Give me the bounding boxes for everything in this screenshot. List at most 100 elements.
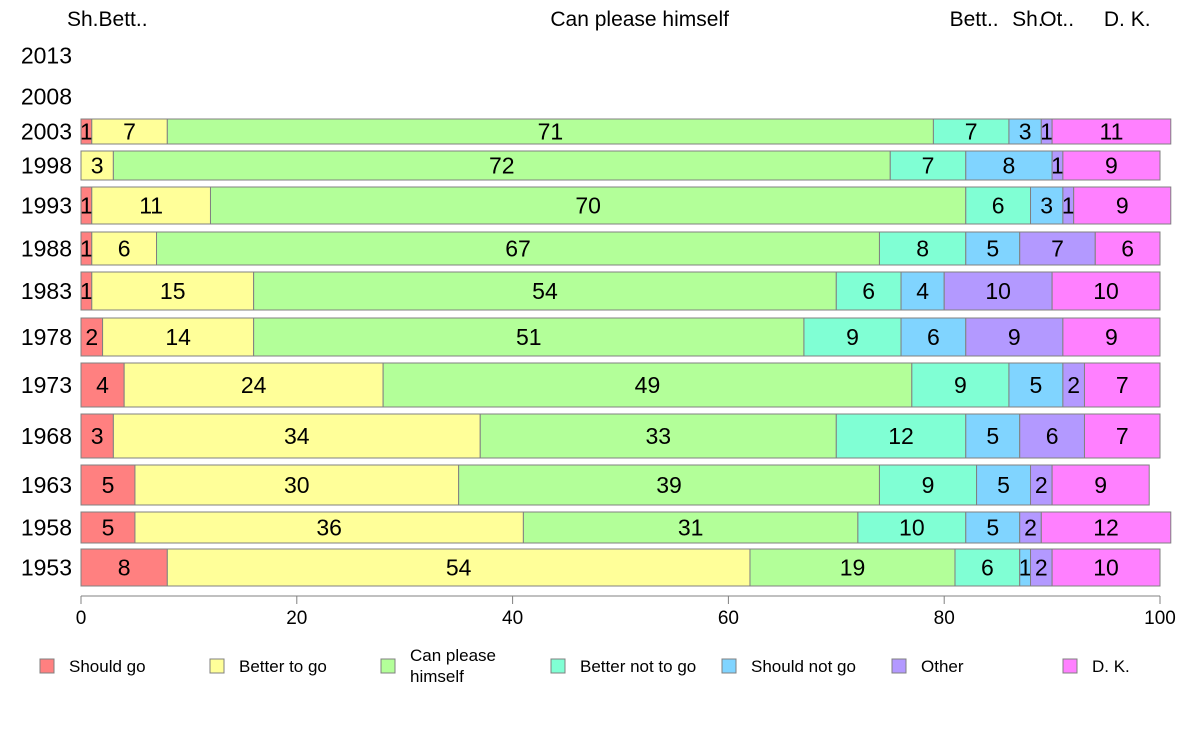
- data-label-1983-should-not-go: 4: [916, 278, 929, 304]
- data-label-1968-better-not-to-go: 12: [888, 423, 914, 449]
- year-label-2008: 2008: [21, 84, 72, 110]
- x-tick-label-20: 20: [286, 608, 307, 629]
- bar-segment-2003-d-k: [1051, 118, 1172, 145]
- year-label-2003: 2003: [21, 119, 72, 145]
- data-label-1998-better-to-go: 3: [91, 153, 104, 179]
- data-label-2003-other: 1: [1040, 119, 1053, 145]
- data-label-1998-d-k: 9: [1105, 153, 1118, 179]
- data-label-1968-d-k: 7: [1116, 423, 1129, 449]
- legend-label-better-not-to-go: Better not to go: [580, 657, 696, 676]
- bar-segment-1958-better-not-to-go: [857, 511, 967, 544]
- data-label-1998-can-please-himself: 72: [489, 153, 515, 179]
- data-label-1988-should-go: 1: [80, 236, 93, 262]
- top-label-d-k: D. K.: [1104, 8, 1151, 31]
- data-label-1988-other: 7: [1051, 236, 1064, 262]
- bar-segment-1978-better-not-to-go: [803, 317, 902, 357]
- x-tick-label-60: 60: [718, 608, 739, 629]
- bar-segment-1973-d-k: [1083, 362, 1161, 408]
- top-label-ot: Ot..: [1040, 8, 1074, 31]
- data-label-1973-d-k: 7: [1116, 372, 1129, 398]
- data-label-1993-should-go: 1: [80, 193, 93, 219]
- x-tick-label-80: 80: [934, 608, 955, 629]
- legend-label-should-go: Should go: [69, 657, 146, 676]
- year-label-1983: 1983: [21, 278, 72, 304]
- legend-swatch-better-not-to-go: [550, 658, 566, 674]
- data-label-1953-can-please-himself: 19: [840, 555, 866, 581]
- data-label-1983-better-to-go: 15: [160, 278, 186, 304]
- bar-segment-1998-can-please-himself: [112, 150, 891, 181]
- top-category-labels: Sh.Bett.. Can please himself Bett.. Sh.Ot..…: [67, 8, 1151, 31]
- bar-segment-1988-better-not-to-go: [878, 231, 967, 266]
- bar-segment-1973-better-to-go: [123, 362, 384, 408]
- data-label-2003-better-to-go: 7: [123, 119, 136, 145]
- bar-segment-1978-should-not-go: [900, 317, 967, 357]
- data-label-1973-other: 2: [1067, 372, 1080, 398]
- bar-segment-1998-d-k: [1062, 150, 1161, 181]
- data-label-1958-better-to-go: 36: [316, 515, 342, 541]
- year-axis-labels: 2013 2008 2003 1998 1993 1988 1983 1978 1973 1968…: [21, 43, 72, 581]
- bar-segment-1958-should-go: [80, 511, 136, 544]
- top-label-can-please-himself: Can please himself: [550, 8, 729, 31]
- legend-swatch-should-go: [39, 658, 55, 674]
- bar-segment-1958-should-not-go: [965, 511, 1021, 544]
- legend-label-better-to-go: Better to go: [239, 657, 327, 676]
- bar-segment-1963-better-not-to-go: [878, 464, 978, 506]
- data-label-1958-d-k: 12: [1093, 515, 1119, 541]
- data-label-1993-d-k: 9: [1116, 193, 1129, 219]
- bar-segment-1993-d-k: [1073, 186, 1172, 225]
- data-label-1953-should-go: 8: [118, 555, 131, 581]
- bar-segment-1958-can-please-himself: [522, 511, 859, 544]
- data-label-1953-better-not-to-go: 6: [981, 555, 994, 581]
- data-label-1968-better-to-go: 34: [284, 423, 310, 449]
- data-label-1993-other: 1: [1062, 193, 1075, 219]
- legend-label-should-not-go: Should not go: [751, 657, 856, 676]
- bar-segment-1968-better-to-go: [112, 413, 481, 459]
- data-label-1963-should-go: 5: [102, 472, 115, 498]
- data-label-1968-other: 6: [1046, 423, 1059, 449]
- year-label-1953: 1953: [21, 555, 72, 581]
- bar-segment-1963-should-not-go: [976, 464, 1032, 506]
- data-label-1983-d-k: 10: [1093, 278, 1119, 304]
- data-label-1958-better-not-to-go: 10: [899, 515, 925, 541]
- data-label-1978-should-go: 2: [85, 324, 98, 350]
- bar-segment-1983-better-not-to-go: [835, 271, 902, 311]
- data-label-1958-can-please-himself: 31: [678, 515, 704, 541]
- bar-segment-1988-should-not-go: [965, 231, 1021, 266]
- x-tick-label-100: 100: [1144, 608, 1176, 629]
- year-label-1998: 1998: [21, 153, 72, 179]
- data-label-2003-should-not-go: 3: [1019, 119, 1032, 145]
- data-label-1968-can-please-himself: 33: [645, 423, 671, 449]
- bar-segment-1988-better-to-go: [91, 231, 158, 266]
- bar-segment-1978-better-to-go: [102, 317, 255, 357]
- data-label-1978-can-please-himself: 51: [516, 324, 542, 350]
- year-label-1973: 1973: [21, 372, 72, 398]
- data-label-1953-other: 2: [1035, 555, 1048, 581]
- data-label-1973-can-please-himself: 49: [635, 372, 661, 398]
- bar-segment-1993-should-not-go: [1030, 186, 1064, 225]
- bar-segment-1963-d-k: [1051, 464, 1150, 506]
- bar-segment-1973-should-go: [80, 362, 125, 408]
- data-label-1953-should-not-go: 1: [1019, 555, 1032, 581]
- data-label-1978-other: 9: [1008, 324, 1021, 350]
- bar-segment-1953-can-please-himself: [749, 548, 956, 587]
- data-label-1988-can-please-himself: 67: [505, 236, 531, 262]
- bar-segment-2003-can-please-himself: [166, 118, 934, 145]
- bar-segment-1963-better-to-go: [134, 464, 460, 506]
- data-label-1958-should-not-go: 5: [986, 515, 999, 541]
- legend-label-can-please-himself-line-1: Can please: [410, 646, 496, 665]
- bar-segment-1963-can-please-himself: [458, 464, 880, 506]
- data-label-1963-d-k: 9: [1094, 472, 1107, 498]
- data-label-1963-can-please-himself: 39: [656, 472, 682, 498]
- data-label-1978-should-not-go: 6: [927, 324, 940, 350]
- bar-segment-1988-d-k: [1094, 231, 1161, 266]
- bar-segments: 1 7 71 7 3 1 113 72 7 8 1 91 11 70 6 3 1 91 6 67 8 5 7 61 15 54 6 4…: [80, 118, 1172, 587]
- data-label-1973-better-to-go: 24: [241, 372, 267, 398]
- data-label-1983-can-please-himself: 54: [532, 278, 558, 304]
- year-label-1978: 1978: [21, 324, 72, 350]
- data-label-1958-other: 2: [1024, 515, 1037, 541]
- bar-segment-1998-better-not-to-go: [889, 150, 967, 181]
- x-axis: 0 20 40 60 80 100: [76, 595, 1176, 629]
- data-label-1993-can-please-himself: 70: [575, 193, 601, 219]
- data-label-1978-d-k: 9: [1105, 324, 1118, 350]
- top-label-sh-bett: Sh.Bett..: [67, 8, 148, 31]
